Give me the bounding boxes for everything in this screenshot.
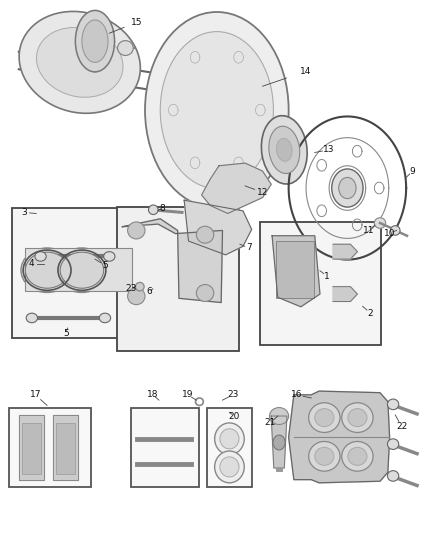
Text: 11: 11 — [364, 226, 375, 235]
Ellipse shape — [145, 12, 289, 208]
Polygon shape — [184, 200, 252, 255]
Polygon shape — [289, 391, 390, 483]
Ellipse shape — [388, 439, 399, 449]
Ellipse shape — [273, 435, 285, 450]
Ellipse shape — [332, 169, 363, 207]
Text: 7: 7 — [246, 244, 251, 253]
Polygon shape — [53, 415, 78, 480]
Ellipse shape — [220, 457, 239, 477]
Text: 6: 6 — [146, 287, 152, 296]
Ellipse shape — [215, 423, 244, 455]
Ellipse shape — [342, 441, 373, 471]
Ellipse shape — [309, 441, 340, 471]
Ellipse shape — [269, 126, 300, 174]
Text: 12: 12 — [257, 188, 268, 197]
Text: 18: 18 — [147, 390, 159, 399]
Ellipse shape — [26, 313, 38, 322]
Ellipse shape — [160, 31, 273, 189]
Ellipse shape — [82, 20, 108, 62]
Ellipse shape — [388, 471, 399, 481]
Ellipse shape — [315, 409, 334, 426]
Text: 14: 14 — [300, 67, 312, 76]
Ellipse shape — [35, 252, 46, 261]
Ellipse shape — [261, 116, 307, 184]
Ellipse shape — [19, 11, 140, 114]
Ellipse shape — [99, 313, 111, 322]
Text: 5: 5 — [63, 329, 69, 338]
Bar — [9, 408, 91, 487]
Ellipse shape — [127, 222, 145, 239]
Bar — [276, 241, 314, 298]
Ellipse shape — [374, 217, 386, 228]
Text: 2: 2 — [367, 309, 373, 318]
Text: 23: 23 — [227, 390, 239, 399]
Ellipse shape — [21, 248, 73, 293]
Ellipse shape — [276, 138, 292, 161]
Polygon shape — [272, 236, 320, 307]
Text: 22: 22 — [396, 422, 407, 431]
Ellipse shape — [148, 205, 158, 215]
Ellipse shape — [348, 447, 367, 465]
Bar — [22, 423, 41, 474]
Ellipse shape — [342, 403, 373, 432]
Ellipse shape — [388, 399, 399, 410]
Bar — [56, 423, 74, 474]
Polygon shape — [201, 163, 271, 214]
Polygon shape — [333, 244, 357, 259]
Bar — [260, 222, 381, 345]
Ellipse shape — [56, 248, 108, 293]
Text: 9: 9 — [410, 166, 416, 175]
Bar — [25, 248, 132, 292]
Ellipse shape — [391, 225, 400, 235]
Ellipse shape — [36, 27, 123, 98]
Ellipse shape — [309, 403, 340, 432]
Bar — [207, 408, 252, 487]
Text: 17: 17 — [30, 390, 41, 399]
Text: 20: 20 — [229, 411, 240, 421]
Text: 15: 15 — [131, 18, 142, 27]
Ellipse shape — [339, 177, 356, 199]
Bar — [117, 207, 239, 351]
Text: 4: 4 — [28, 260, 34, 268]
Ellipse shape — [196, 285, 214, 302]
Polygon shape — [19, 415, 44, 480]
Ellipse shape — [75, 11, 115, 72]
Ellipse shape — [269, 408, 289, 424]
Bar — [131, 408, 198, 487]
Ellipse shape — [315, 447, 334, 465]
Text: 3: 3 — [21, 208, 27, 217]
Ellipse shape — [220, 429, 239, 449]
Polygon shape — [271, 416, 287, 468]
Ellipse shape — [25, 252, 69, 288]
Text: 10: 10 — [384, 229, 396, 238]
Ellipse shape — [215, 451, 244, 483]
Text: 5: 5 — [102, 261, 108, 270]
Ellipse shape — [117, 41, 133, 55]
Ellipse shape — [135, 282, 144, 291]
Text: 8: 8 — [159, 204, 165, 213]
Ellipse shape — [60, 252, 104, 288]
Bar — [12, 208, 158, 338]
Text: 19: 19 — [182, 390, 194, 399]
Text: 16: 16 — [291, 390, 302, 399]
Text: 21: 21 — [265, 418, 276, 427]
Ellipse shape — [127, 288, 145, 305]
Text: 13: 13 — [323, 146, 335, 155]
Text: 23: 23 — [125, 284, 137, 293]
Polygon shape — [333, 287, 357, 302]
Ellipse shape — [104, 252, 115, 261]
Ellipse shape — [196, 226, 214, 243]
Polygon shape — [122, 219, 223, 303]
Ellipse shape — [348, 409, 367, 426]
Text: 1: 1 — [324, 271, 330, 280]
